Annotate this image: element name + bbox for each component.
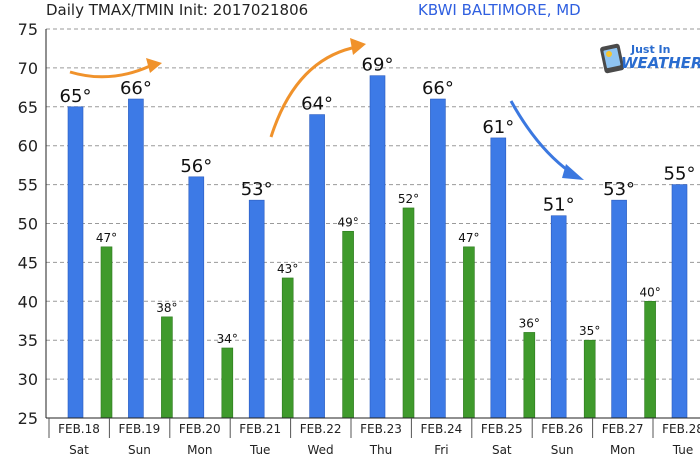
tmin-value-label: 47°: [96, 231, 117, 245]
x-tick-day: Sun: [551, 443, 574, 457]
y-tick-label: 50: [18, 215, 38, 234]
y-tick-label: 70: [18, 59, 38, 78]
arrow-up-1: [69, 64, 151, 79]
x-tick-date: FEB.24: [420, 422, 462, 436]
x-tick-date: FEB.20: [179, 422, 221, 436]
tmin-bar: [644, 300, 656, 419]
x-tick-day: Mon: [187, 443, 212, 457]
tmin-value-label: 36°: [519, 316, 540, 330]
y-tick-label: 60: [18, 137, 38, 156]
bars: [67, 75, 688, 419]
tmin-bar: [523, 332, 536, 419]
tmax-bar: [248, 199, 265, 419]
tmin-bar: [221, 347, 234, 419]
tmax-value-label: 69°: [362, 55, 394, 76]
tmax-bar: [490, 137, 507, 419]
tmax-value-label: 56°: [180, 156, 212, 177]
arrow-up-1-head: [146, 58, 162, 73]
tmax-value-label: 51°: [543, 195, 575, 216]
y-tick-label: 75: [18, 20, 38, 39]
y-tick-label: 45: [18, 253, 38, 272]
tmin-value-label: 43°: [277, 262, 298, 276]
tmin-bar: [100, 246, 113, 419]
logo-line1: Just In: [630, 43, 670, 56]
tmin-bar: [463, 246, 475, 419]
x-tick-date: FEB.27: [602, 422, 644, 436]
grid-lines: [46, 28, 700, 380]
arrow-up-2: [269, 46, 353, 138]
tmax-value-label: 64°: [301, 94, 333, 115]
axes: 25 30 35 40 45 50 55 60 65 70 75 FEB.18 Sat FEB.19 Sun…: [18, 20, 700, 457]
tmin-value-label: 35°: [579, 324, 600, 338]
tmax-value-label: 65°: [60, 86, 92, 107]
tmin-bar: [583, 339, 596, 419]
trend-arrows: [69, 38, 584, 180]
x-tick-date: FEB.21: [239, 422, 281, 436]
tmax-bar: [430, 98, 446, 419]
tmax-bar: [550, 215, 567, 419]
x-tick-day: Tue: [672, 443, 694, 457]
x-tick-day: Mon: [610, 443, 635, 457]
y-tick-label: 65: [18, 98, 38, 117]
chart-title: Daily TMAX/TMIN Init: 2017021806: [46, 1, 308, 19]
tmin-value-label: 34°: [217, 332, 238, 346]
tmin-value-label: 52°: [398, 192, 419, 206]
x-tick-day: Sat: [69, 443, 89, 457]
y-tick-label: 40: [18, 292, 38, 311]
x-tick-day: Sun: [128, 443, 151, 457]
tmin-value-label: 47°: [458, 231, 479, 245]
bar-labels: 65° 47° 66° 38° 56° 34° 53° 43° 64° 49° 69° 52° 66° 4…: [60, 55, 696, 346]
tmin-value-label: 49°: [337, 215, 358, 229]
logo-line2: WEATHER: [621, 54, 700, 72]
tmin-bar: [281, 277, 294, 419]
x-tick-day: Sat: [492, 443, 512, 457]
x-tick-day: Thu: [369, 443, 393, 457]
station-label: KBWI BALTIMORE, MD: [418, 1, 581, 19]
x-tick-date: FEB.22: [300, 422, 342, 436]
x-tick-date: FEB.18: [58, 422, 100, 436]
x-tick-day: Wed: [308, 443, 334, 457]
tmax-bar: [611, 199, 627, 419]
tmax-value-label: 66°: [120, 78, 152, 99]
x-tick-date: FEB.26: [541, 422, 583, 436]
y-tick-label: 35: [18, 331, 38, 350]
tmax-value-label: 53°: [603, 179, 635, 200]
arrow-down-head: [562, 164, 584, 180]
y-tick-label: 55: [18, 176, 38, 195]
tmax-bar: [671, 184, 688, 419]
tmax-value-label: 61°: [482, 117, 514, 138]
just-in-weather-logo: Just In WEATHER: [600, 43, 700, 74]
x-tick-date: FEB.23: [360, 422, 402, 436]
tmax-bar: [67, 106, 84, 419]
x-tick-date: FEB.28: [662, 422, 700, 436]
tmax-bar: [128, 98, 144, 419]
tmax-value-label: 53°: [241, 179, 273, 200]
tmin-value-label: 38°: [156, 301, 177, 315]
x-tick-date: FEB.19: [118, 422, 160, 436]
tmin-bar: [402, 207, 415, 419]
tmin-value-label: 40°: [639, 285, 660, 299]
arrow-up-2-head: [350, 38, 366, 55]
tmax-bar: [309, 114, 325, 419]
tmax-value-label: 66°: [422, 78, 454, 99]
x-tick-day: Fri: [434, 443, 448, 457]
tmin-bar: [161, 316, 173, 419]
x-tick-date: FEB.25: [481, 422, 523, 436]
x-tick-day: Tue: [249, 443, 271, 457]
tmax-value-label: 55°: [664, 164, 696, 185]
y-tick-label: 25: [18, 409, 38, 428]
y-tick-label: 30: [18, 370, 38, 389]
tmin-bar: [342, 230, 354, 419]
tmax-bar: [369, 75, 386, 419]
tmax-bar: [188, 176, 205, 419]
arrow-down: [509, 100, 571, 174]
phone-weather-icon: [600, 43, 625, 74]
